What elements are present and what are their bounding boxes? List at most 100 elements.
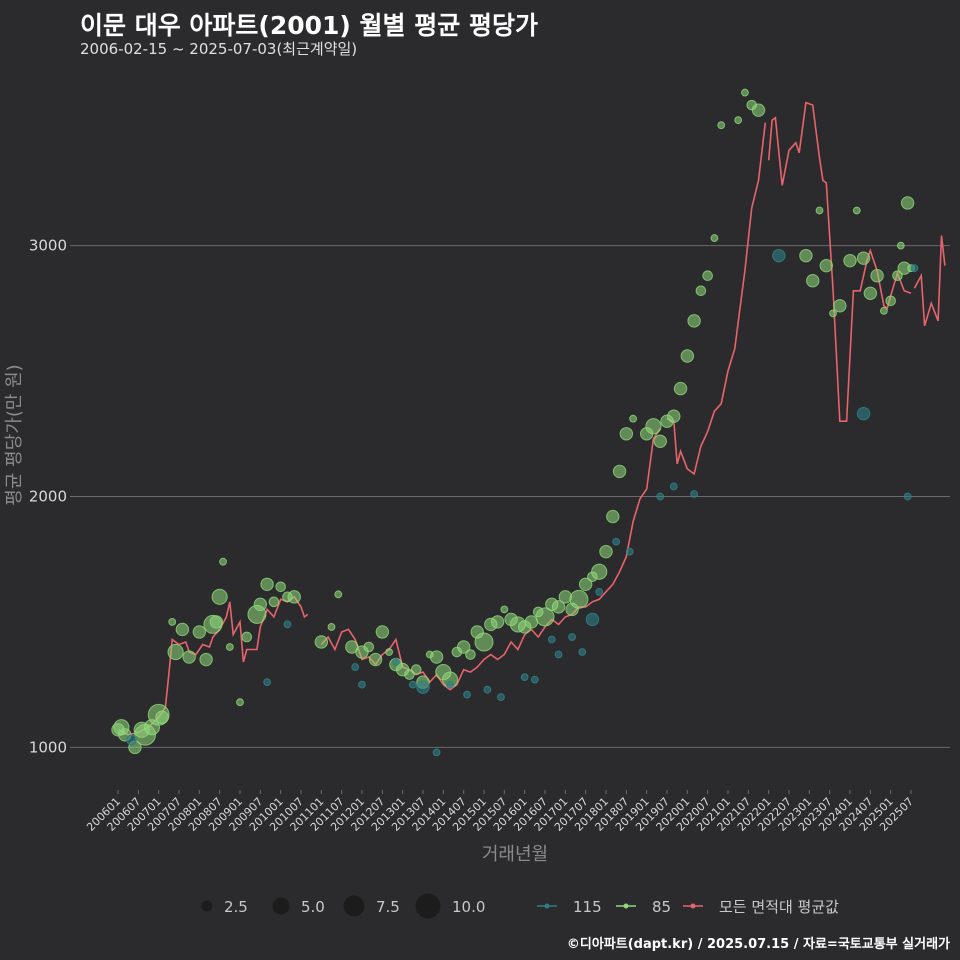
series-85-point xyxy=(429,650,444,664)
series-115-point xyxy=(408,680,417,689)
series-115-point xyxy=(126,734,137,746)
series-85-point xyxy=(852,206,861,215)
series-85-point xyxy=(710,234,719,242)
series-85-point xyxy=(175,622,190,637)
series-115-point xyxy=(483,685,492,694)
legend-size-label: 7.5 xyxy=(376,898,400,916)
series-85-point xyxy=(551,600,566,614)
series-85-point xyxy=(578,577,593,591)
avg-line-segment xyxy=(117,595,309,736)
series-85-point xyxy=(619,427,634,441)
series-115-point xyxy=(585,612,600,627)
legend-series-label: 115 xyxy=(573,898,602,916)
legend: 2.5 5.0 7.5 10.0 115 85 모든 면적대 평균값 xyxy=(201,893,839,919)
legend-size-swatch xyxy=(415,893,441,919)
legend-size-label: 5.0 xyxy=(301,898,325,916)
avg-line-segment xyxy=(913,235,946,327)
series-115-point xyxy=(432,748,441,757)
avg-line-segment xyxy=(767,101,912,423)
series-85-point xyxy=(885,295,896,307)
series-85-point xyxy=(327,623,336,631)
legend-size-swatch xyxy=(343,895,365,917)
series-115-point xyxy=(358,680,366,689)
series-85-point xyxy=(314,635,329,649)
series-85-point xyxy=(687,314,701,328)
legend-series-dot xyxy=(623,903,629,909)
series-85-point xyxy=(368,652,383,667)
series-115-point xyxy=(910,264,919,273)
series-85-point xyxy=(702,270,713,282)
series-avg-line xyxy=(117,101,946,736)
series-85-point xyxy=(410,664,422,675)
series-85-point xyxy=(612,464,627,479)
series-85-point xyxy=(209,615,223,629)
series-115-point xyxy=(530,675,539,684)
series-85-point xyxy=(168,618,177,626)
series-85-point xyxy=(751,103,766,117)
series-85-point xyxy=(490,615,505,629)
grid-lines xyxy=(70,245,950,748)
series-115-points xyxy=(126,248,919,757)
chart-subtitle: 2006-02-15 ~ 2025-07-03(최근계약일) xyxy=(80,40,358,58)
series-85-point xyxy=(741,88,749,97)
series-115-point xyxy=(391,658,400,666)
series-85-point xyxy=(879,306,888,315)
series-115-point xyxy=(772,248,786,263)
series-115-point xyxy=(669,482,678,491)
series-115-point xyxy=(547,635,556,644)
series-85-point xyxy=(287,590,301,604)
series-85-point xyxy=(843,253,857,268)
series-85-point xyxy=(833,299,847,313)
series-85-point xyxy=(896,241,905,250)
series-85-point xyxy=(734,116,743,125)
series-85-point xyxy=(680,349,695,363)
series-85-point xyxy=(900,196,915,210)
series-85-point xyxy=(385,648,394,656)
series-85-point xyxy=(155,710,169,724)
series-115-point xyxy=(416,680,430,694)
avg-line-segment xyxy=(666,122,767,476)
series-85-point xyxy=(375,625,390,639)
series-115-point xyxy=(903,492,912,501)
series-85-point xyxy=(870,269,884,283)
legend-size-label: 10.0 xyxy=(452,898,485,916)
legend-series-dot xyxy=(544,903,550,909)
series-85-point xyxy=(474,632,494,652)
series-115-point xyxy=(263,678,272,687)
series-85-point xyxy=(799,248,813,263)
series-85-point xyxy=(819,258,833,273)
legend-size-swatch xyxy=(272,897,290,915)
series-85-point xyxy=(695,285,707,297)
series-115-point xyxy=(554,650,563,659)
x-axis-title: 거래년월 xyxy=(482,844,548,865)
series-115-point xyxy=(612,537,621,546)
series-85-point xyxy=(363,641,375,653)
series-85-point xyxy=(892,270,903,282)
series-85-point xyxy=(806,274,820,288)
series-115-point xyxy=(497,693,505,702)
series-85-point xyxy=(182,650,196,664)
series-85-point xyxy=(253,597,268,612)
footer-credit: ©디아파트(dapt.kr) / 2025.07.15 / 자료=국토교통부 실… xyxy=(566,937,950,952)
series-85-point xyxy=(268,596,280,608)
series-115-point xyxy=(283,620,292,629)
chart-title: 이문 대우 아파트(2001) 월별 평균 평당가 xyxy=(80,11,538,40)
series-85-point xyxy=(856,251,871,265)
series-115-point xyxy=(856,406,871,421)
legend-size-label: 2.5 xyxy=(224,898,248,916)
series-85-point xyxy=(667,409,681,423)
series-115-point xyxy=(463,690,471,699)
series-85-point xyxy=(653,434,667,448)
y-tick-label: 2000 xyxy=(29,487,67,505)
series-85-point xyxy=(535,607,555,627)
legend-series-dot xyxy=(690,903,696,909)
series-85-point xyxy=(334,590,343,599)
series-85-point xyxy=(456,640,471,654)
series-85-point xyxy=(863,286,878,300)
series-115-point xyxy=(578,648,587,656)
series-115-point xyxy=(520,673,529,682)
series-85-point xyxy=(717,121,726,130)
y-axis-title: 평균 평당가(만 원) xyxy=(4,364,25,505)
legend-size-swatch xyxy=(201,900,213,912)
series-115-point xyxy=(351,663,360,671)
